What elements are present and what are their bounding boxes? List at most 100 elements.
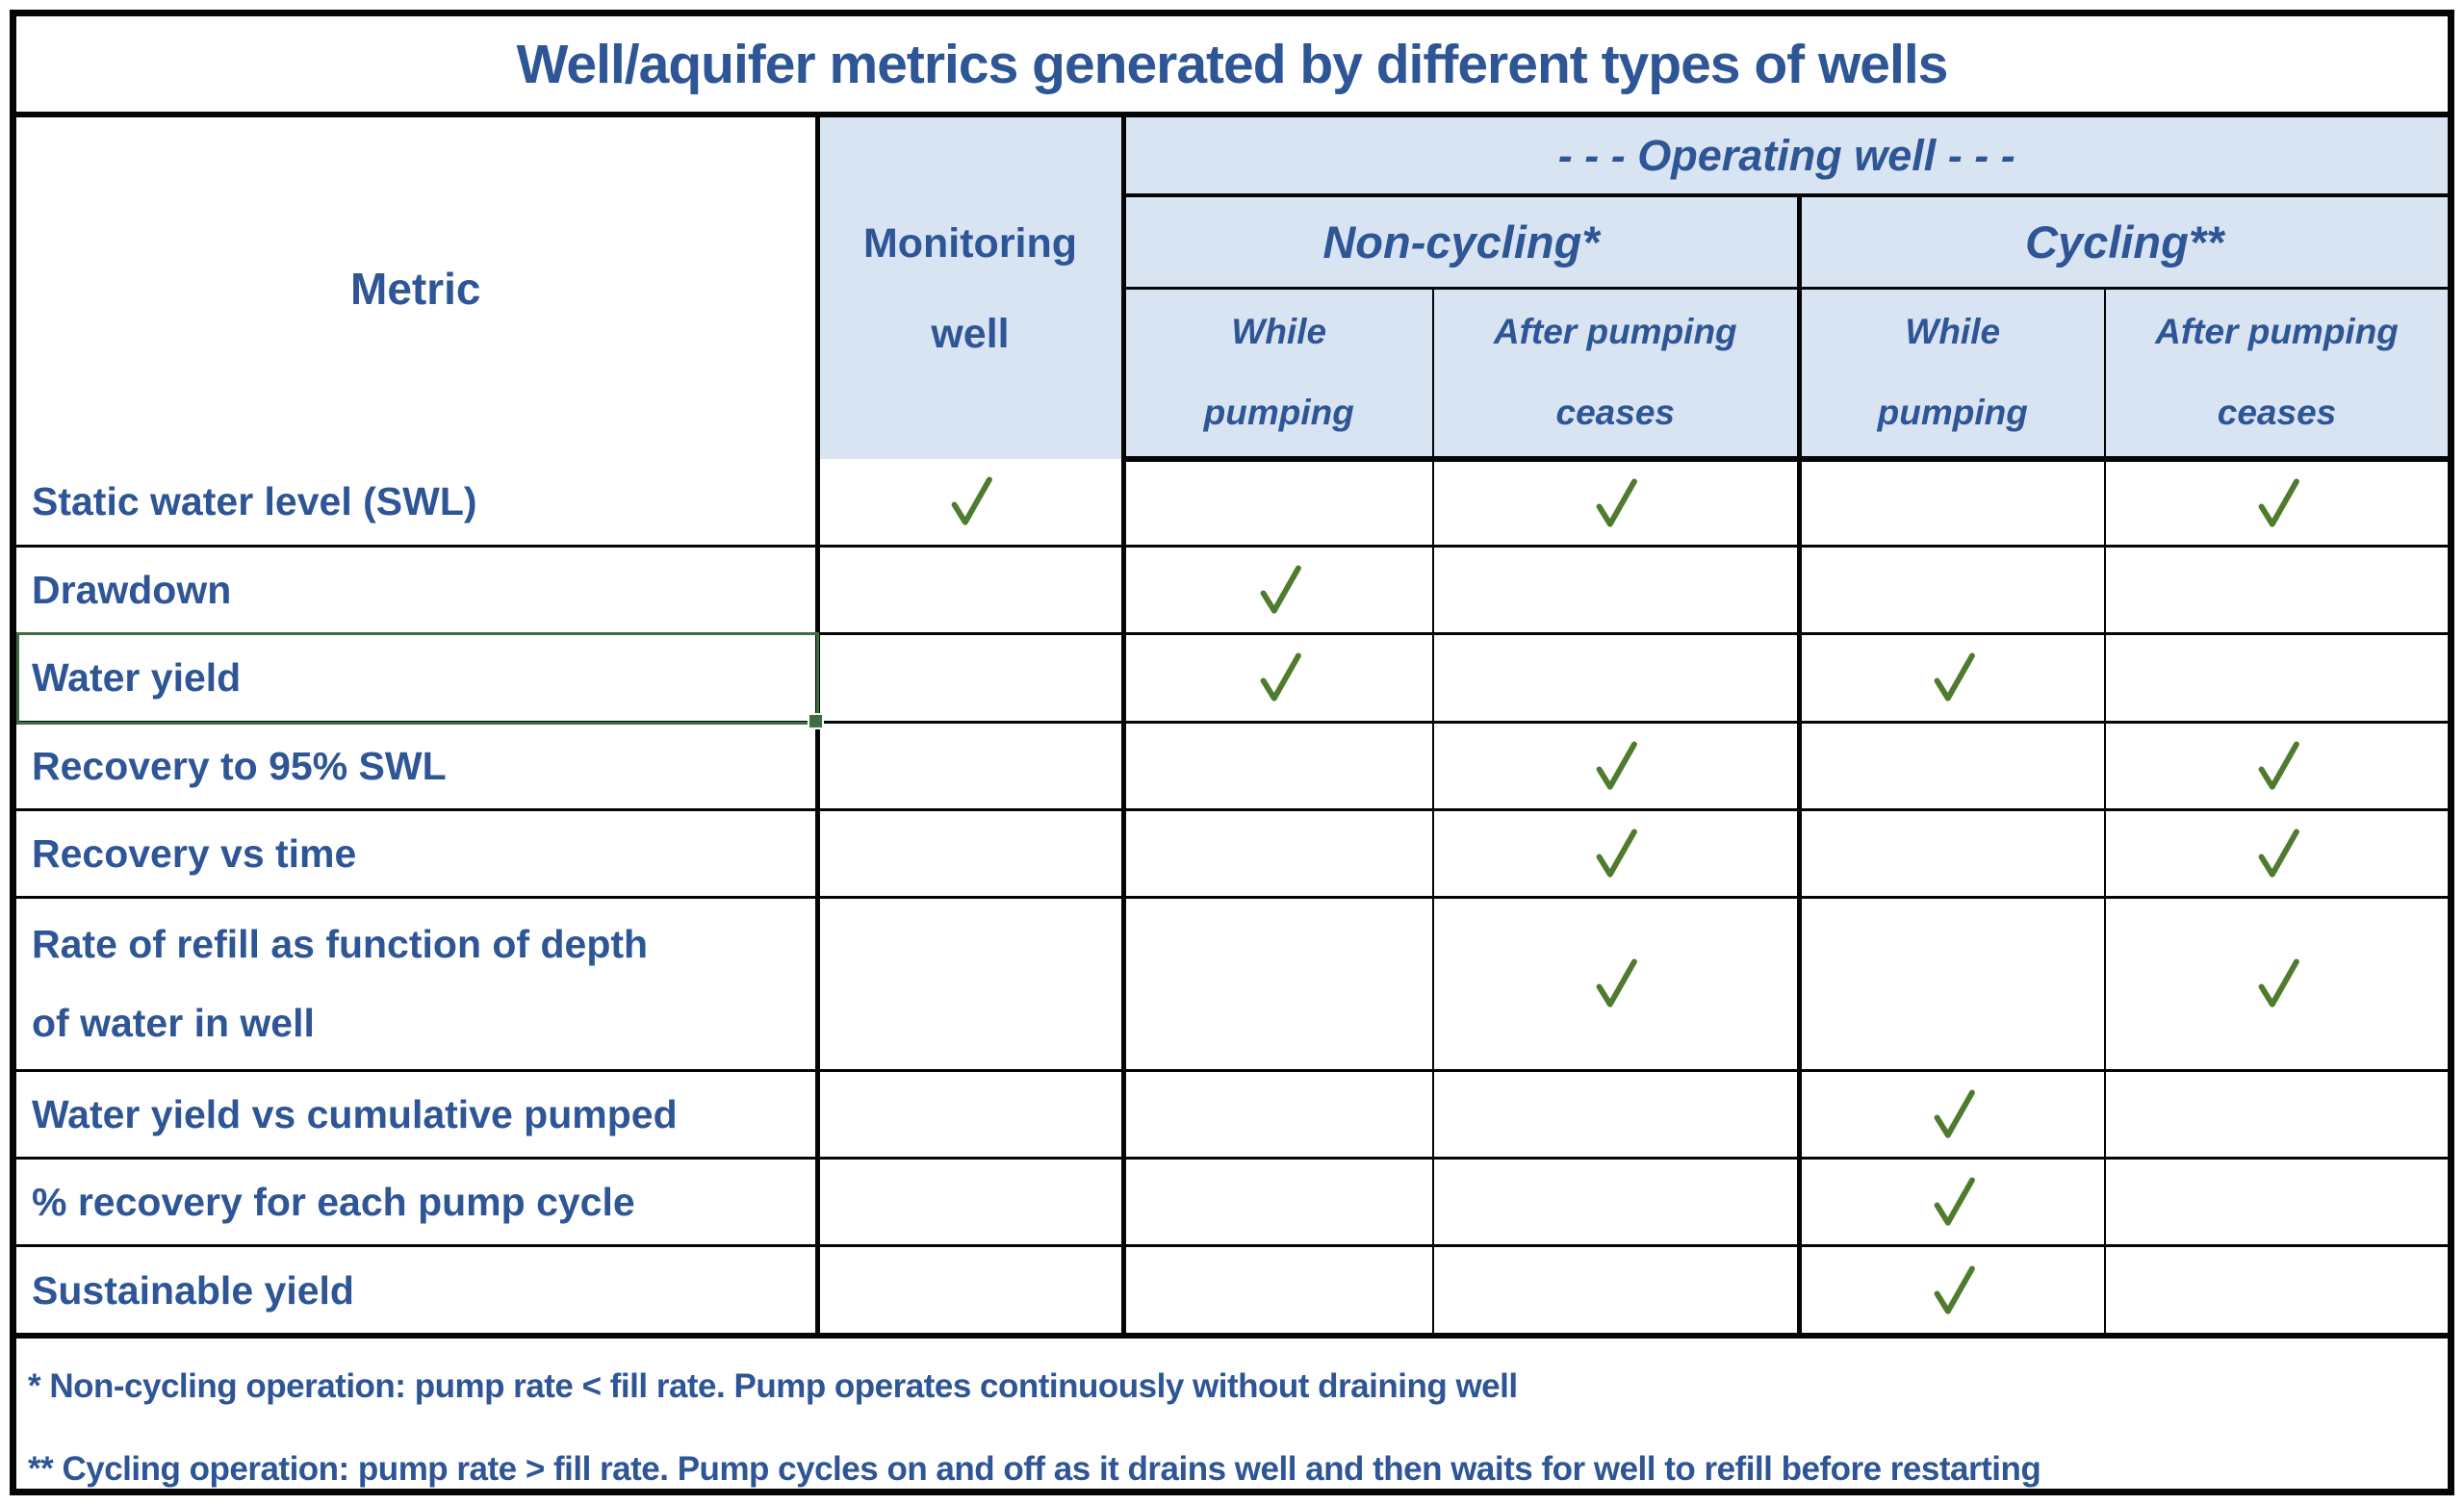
- check-cell-monitoring[interactable]: [817, 633, 1126, 724]
- check-cell-cycling_after[interactable]: [2105, 633, 2449, 724]
- checkmark-icon: [2258, 829, 2299, 878]
- subheader-label: While pumping: [1877, 312, 2028, 433]
- check-cell-monitoring[interactable]: [817, 809, 1126, 900]
- check-cell-monitoring[interactable]: [817, 1158, 1126, 1248]
- checkmark-icon: [2258, 478, 2299, 527]
- metric-label-text: Static water level (SWL): [32, 479, 477, 524]
- check-cell-cycling_after[interactable]: [2105, 1158, 2449, 1248]
- check-cell-cycling_while[interactable]: [1799, 1070, 2106, 1161]
- check-cell-noncycling_while[interactable]: [1123, 546, 1434, 636]
- metric-label[interactable]: % recovery for each pump cycle: [16, 1158, 820, 1248]
- monitoring-well-header-label: Monitoring well: [862, 219, 1078, 357]
- metric-label[interactable]: Sustainable yield: [16, 1245, 820, 1338]
- check-cell-noncycling_while[interactable]: [1123, 897, 1434, 1072]
- check-cell-noncycling_after[interactable]: [1433, 546, 1802, 636]
- check-cell-monitoring[interactable]: [817, 897, 1126, 1072]
- check-cell-cycling_while[interactable]: [1799, 546, 2106, 636]
- check-cell-cycling_while[interactable]: [1799, 633, 2106, 724]
- check-cell-monitoring[interactable]: [817, 459, 1126, 548]
- check-cell-noncycling_while[interactable]: [1123, 633, 1434, 724]
- checkmark-icon: [2258, 958, 2299, 1008]
- check-cell-noncycling_while[interactable]: [1123, 722, 1434, 811]
- metric-label[interactable]: Rate of refill as function of depth of w…: [16, 897, 820, 1072]
- checkmark-icon: [1260, 565, 1301, 614]
- check-cell-cycling_while[interactable]: [1799, 1245, 2106, 1338]
- checkmark-icon: [1596, 958, 1638, 1008]
- table-row: Sustainable yield: [16, 1245, 2449, 1338]
- check-cell-noncycling_after[interactable]: [1433, 459, 1802, 548]
- metric-column-header[interactable]: Metric: [16, 115, 820, 459]
- page-title: Well/aquifer metrics generated by differ…: [16, 16, 2449, 117]
- header-row-cycling-split: Non-cycling* Cycling**: [16, 195, 2449, 290]
- metric-label-text: Recovery vs time: [32, 831, 357, 877]
- operating-well-header[interactable]: - - - Operating well - - -: [1123, 115, 2449, 197]
- noncycling-header[interactable]: Non-cycling*: [1123, 195, 1802, 290]
- check-cell-monitoring[interactable]: [817, 546, 1126, 636]
- check-cell-cycling_after[interactable]: [2105, 459, 2449, 548]
- checkmark-icon: [1934, 1177, 1975, 1226]
- metric-label[interactable]: Drawdown: [16, 546, 820, 636]
- metric-label[interactable]: Water yield vs cumulative pumped: [16, 1070, 820, 1161]
- check-cell-noncycling_while[interactable]: [1123, 1245, 1434, 1338]
- selection-fill-handle[interactable]: [807, 712, 824, 729]
- header-row-subcolumns: While pumping After pumping ceases While…: [16, 288, 2449, 462]
- check-cell-cycling_after[interactable]: [2105, 546, 2449, 636]
- check-cell-noncycling_after[interactable]: [1433, 633, 1802, 724]
- subheader-cycling-after[interactable]: After pumping ceases: [2105, 288, 2449, 462]
- check-cell-noncycling_after[interactable]: [1433, 722, 1802, 811]
- check-cell-noncycling_while[interactable]: [1123, 1158, 1434, 1248]
- check-cell-noncycling_after[interactable]: [1433, 897, 1802, 1072]
- check-cell-noncycling_after[interactable]: [1433, 809, 1802, 900]
- metric-label-text: Water yield vs cumulative pumped: [32, 1091, 678, 1136]
- table-row: Recovery vs time: [16, 809, 2449, 900]
- footnote-noncycling: * Non-cycling operation: pump rate < fil…: [28, 1367, 1518, 1405]
- checkmark-icon: [2258, 741, 2299, 790]
- check-cell-noncycling_after[interactable]: [1433, 1245, 1802, 1338]
- check-cell-cycling_while[interactable]: [1799, 897, 2106, 1072]
- check-cell-cycling_while[interactable]: [1799, 809, 2106, 900]
- subheader-cycling-while[interactable]: While pumping: [1799, 288, 2106, 462]
- subheader-noncycling-after[interactable]: After pumping ceases: [1433, 288, 1802, 462]
- checkmark-icon: [1934, 1089, 1975, 1138]
- checkmark-icon: [1934, 652, 1975, 701]
- subheader-label: While pumping: [1203, 312, 1354, 433]
- checkmark-icon: [951, 476, 992, 526]
- checkmark-icon: [1596, 741, 1638, 790]
- metric-label[interactable]: Recovery vs time: [16, 809, 820, 900]
- subheader-noncycling-while[interactable]: While pumping: [1123, 288, 1434, 462]
- check-cell-cycling_while[interactable]: [1799, 722, 2106, 811]
- table-row: Static water level (SWL): [16, 459, 2449, 548]
- metric-label[interactable]: Recovery to 95% SWL: [16, 722, 820, 811]
- check-cell-cycling_after[interactable]: [2105, 1070, 2449, 1161]
- footnotes-row: * Non-cycling operation: pump rate < fil…: [16, 1333, 2449, 1489]
- title-row: Well/aquifer metrics generated by differ…: [16, 16, 2449, 117]
- check-cell-cycling_after[interactable]: [2105, 809, 2449, 900]
- table-row: Water yield: [16, 630, 2449, 729]
- header-row-groups: Metric Monitoring well - - - Operating w…: [16, 115, 2449, 459]
- check-cell-cycling_after[interactable]: [2105, 1245, 2449, 1338]
- footnotes-cell: * Non-cycling operation: pump rate < fil…: [16, 1333, 2449, 1489]
- metric-label-text: Drawdown: [32, 567, 232, 612]
- check-cell-cycling_after[interactable]: [2105, 722, 2449, 811]
- metric-label-text: Rate of refill as function of depth of w…: [32, 922, 649, 1046]
- check-cell-noncycling_while[interactable]: [1123, 459, 1434, 548]
- check-cell-cycling_after[interactable]: [2105, 897, 2449, 1072]
- checkmark-icon: [1596, 478, 1638, 527]
- table-row: Recovery to 95% SWL: [16, 722, 2449, 811]
- check-cell-monitoring[interactable]: [817, 1070, 1126, 1161]
- check-cell-noncycling_while[interactable]: [1123, 809, 1434, 900]
- well-metrics-table: Well/aquifer metrics generated by differ…: [16, 16, 2449, 1489]
- check-cell-noncycling_while[interactable]: [1123, 1070, 1434, 1161]
- metric-label-text: % recovery for each pump cycle: [32, 1180, 635, 1225]
- table-row: Rate of refill as function of depth of w…: [16, 897, 2449, 1072]
- check-cell-monitoring[interactable]: [817, 1245, 1126, 1338]
- metric-label[interactable]: Water yield: [16, 630, 824, 729]
- monitoring-well-header[interactable]: Monitoring well: [817, 115, 1126, 459]
- check-cell-cycling_while[interactable]: [1799, 459, 2106, 548]
- check-cell-monitoring[interactable]: [817, 722, 1126, 811]
- check-cell-cycling_while[interactable]: [1799, 1158, 2106, 1248]
- check-cell-noncycling_after[interactable]: [1433, 1070, 1802, 1161]
- metric-label[interactable]: Static water level (SWL): [16, 459, 820, 548]
- check-cell-noncycling_after[interactable]: [1433, 1158, 1802, 1248]
- cycling-header[interactable]: Cycling**: [1799, 195, 2449, 290]
